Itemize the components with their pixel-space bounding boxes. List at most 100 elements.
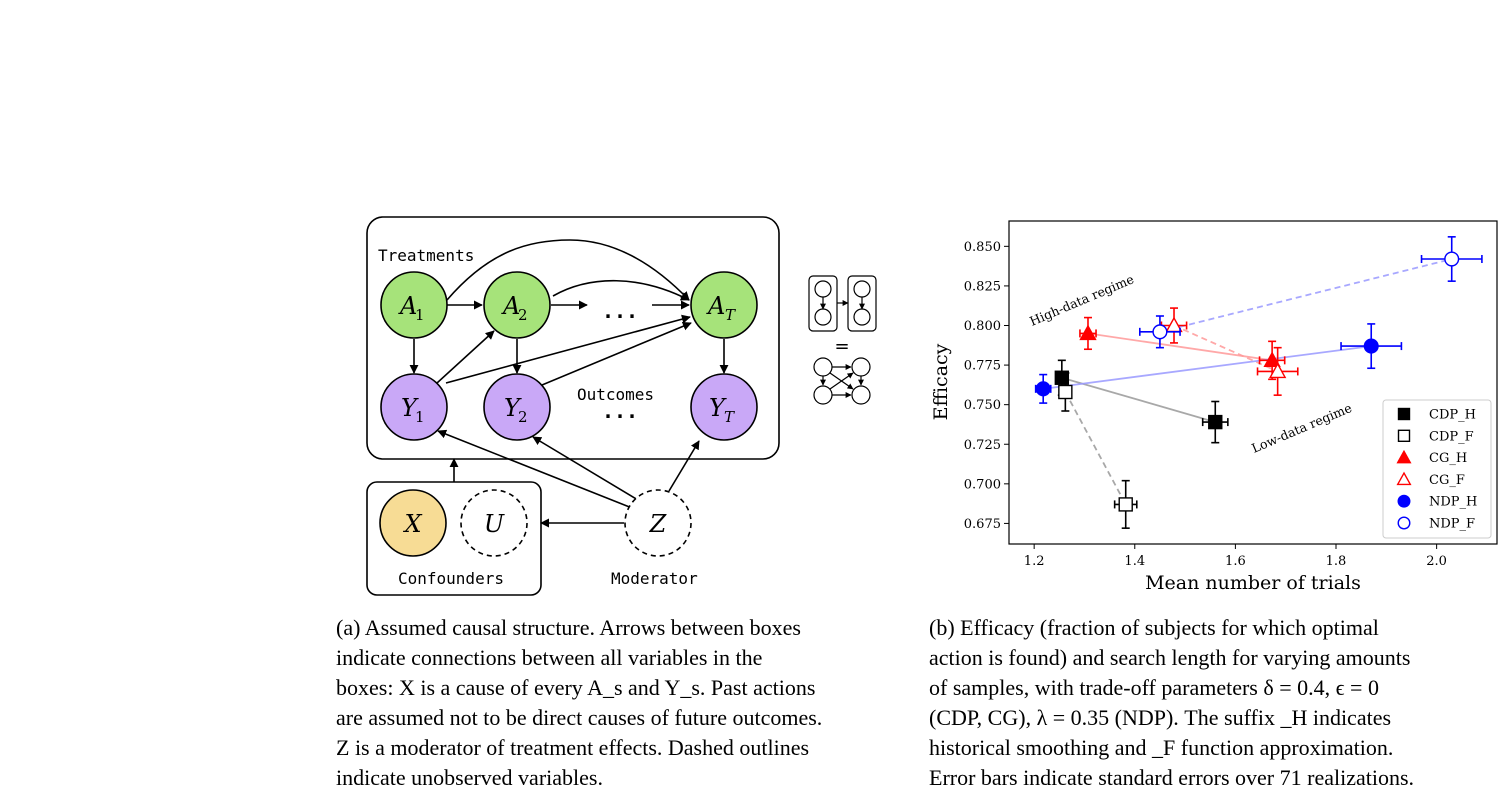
NDP_F-point [1152, 324, 1168, 340]
node-yt-sub: T [724, 408, 735, 426]
treatments-label: Treatments [378, 246, 474, 265]
caption-b-line-1: (b) Efficacy (fraction of subjects for w… [929, 615, 1379, 640]
legend-label-NDP_F: NDP_F [1429, 517, 1475, 532]
CG_H-point [1263, 351, 1281, 368]
caption-a-line-1: (a) Assumed causal structure. Arrows bet… [336, 615, 801, 640]
diagram-arrows [409, 239, 729, 528]
annotation-high-data: High-data regime [1027, 271, 1136, 328]
efficacy-chart: 0.850 0.825 0.800 0.775 0.750 0.725 0.700 0.675… [930, 220, 1498, 594]
node-a2-label: A [501, 292, 520, 320]
x-axis-label: Mean number of trials [1145, 572, 1361, 594]
NDP_H-point [1363, 338, 1379, 354]
node-y2-sub: 2 [518, 408, 528, 426]
caption-b-line-4: (CDP, CG), λ = 0.35 (NDP). The suffix _H… [929, 705, 1392, 730]
CDP_H-connector [1061, 376, 1216, 423]
legend-marker-CG_H [1396, 449, 1412, 464]
node-z-label: Z [649, 510, 668, 538]
node-at-label: A [706, 292, 725, 320]
node-u: U [460, 489, 528, 557]
legend-marker-CDP_F [1397, 429, 1411, 442]
caption-a-line-4: are assumed not to be direct causes of f… [336, 705, 823, 730]
node-z: Z [624, 489, 692, 557]
node-a2: A 2 [483, 271, 551, 339]
x-tick-label: 2.0 [1426, 554, 1447, 569]
x-tick-label: 1.4 [1124, 554, 1145, 569]
series-connectors [1043, 258, 1452, 505]
y-tick-label: 0.700 [964, 477, 1001, 492]
CG_H-point [1079, 324, 1097, 341]
CDP_F-connector [1064, 391, 1127, 505]
node-a1: A 1 [380, 271, 448, 339]
arrow-z-y1 [437, 429, 633, 509]
node-yt: Y T [690, 373, 758, 441]
node-y2: Y 2 [483, 373, 551, 441]
CDP_F-point [1118, 497, 1133, 512]
node-x: X [379, 489, 447, 557]
y-tick-label: 0.825 [964, 279, 1001, 294]
caption-a: (a) Assumed causal structure. Arrows bet… [336, 613, 891, 793]
caption-b-line-2: action is found) and search length for v… [929, 645, 1411, 670]
node-a2-sub: 2 [518, 306, 528, 324]
plot-frame [1008, 220, 1498, 545]
y-axis-ticks: 0.850 0.825 0.800 0.775 0.750 0.725 0.700 0.675 [964, 240, 1009, 532]
y-tick-label: 0.775 [964, 359, 1001, 374]
arrow-y2-at [541, 321, 692, 386]
legend-marker-NDP_H [1397, 494, 1411, 508]
x-tick-label: 1.2 [1024, 554, 1045, 569]
legend-marker-CG_F [1396, 471, 1412, 486]
annotation-low-data: Low-data regime [1249, 400, 1354, 456]
y-tick-label: 0.850 [964, 240, 1001, 255]
legend-label-CDP_F: CDP_F [1429, 429, 1474, 444]
caption-a-line-2: indicate connections between all variabl… [336, 645, 763, 670]
x-tick-label: 1.8 [1326, 554, 1347, 569]
legend-marker-CDP_H [1397, 407, 1411, 421]
node-y1-label: Y [401, 394, 419, 422]
y-tick-label: 0.675 [964, 517, 1001, 532]
legend-label-CG_F: CG_F [1429, 473, 1465, 488]
CDP_F-point [1058, 384, 1073, 400]
y-tick-label: 0.800 [964, 319, 1001, 334]
arrow-z-yt [668, 440, 700, 492]
CG_F-point [1268, 362, 1287, 379]
caption-a-line-6: indicate unobserved variables. [336, 765, 603, 790]
CDP_H-point [1208, 414, 1223, 430]
confounders-label: Confounders [398, 569, 504, 588]
node-y1-sub: 1 [415, 408, 425, 426]
caption-b-line-5: historical smoothing and _F function app… [929, 735, 1394, 760]
node-yt-label: Y [709, 394, 727, 422]
node-at: A T [690, 271, 758, 339]
legend-label-NDP_H: NDP_H [1429, 495, 1477, 510]
NDP_H-point [1035, 381, 1051, 397]
NDP_F-connector [1159, 258, 1452, 333]
caption-b-line-3: of samples, with trade-off parameters δ … [929, 675, 1379, 700]
outcomes-ellipsis: ... [602, 399, 638, 423]
y-axis-label: Efficacy [930, 343, 952, 420]
causal-diagram: Treatments Outcomes Confounders Moderato… [366, 216, 877, 596]
caption-b-line-6: Error bars indicate standard errors over… [929, 765, 1415, 790]
caption-a-line-3: boxes: X is a cause of every A_s and Y_s… [336, 675, 816, 700]
treatments-outcomes-box [366, 216, 780, 460]
NDP_F-point [1444, 251, 1460, 267]
node-y1: Y 1 [380, 373, 448, 441]
caption-b: (b) Efficacy (fraction of subjects for w… [929, 613, 1499, 793]
x-tick-label: 1.6 [1225, 554, 1246, 569]
arrow-a1-at [446, 239, 690, 301]
legend: CDP_H CDP_F CG_H CG_F NDP_H NDP_F [1382, 399, 1492, 539]
node-y2-label: Y [504, 394, 522, 422]
data-points [1034, 236, 1483, 529]
node-at-sub: T [725, 306, 736, 324]
arrow-a2-at [552, 279, 690, 301]
moderator-label: Moderator [611, 569, 698, 588]
CG_H-connector [1087, 332, 1273, 362]
node-x-label: X [402, 510, 422, 538]
arrow-y1-at [445, 314, 691, 384]
NDP_H-connector [1043, 345, 1372, 390]
legend-label-CDP_H: CDP_H [1429, 408, 1476, 423]
node-a1-label: A [398, 292, 417, 320]
node-a1-sub: 1 [415, 306, 425, 324]
legend-label-CG_H: CG_H [1429, 451, 1467, 466]
arrow-y1-a2 [436, 330, 495, 384]
y-tick-label: 0.750 [964, 398, 1001, 413]
legend-marker-NDP_F [1397, 516, 1411, 530]
treatments-ellipsis: ... [602, 299, 638, 323]
